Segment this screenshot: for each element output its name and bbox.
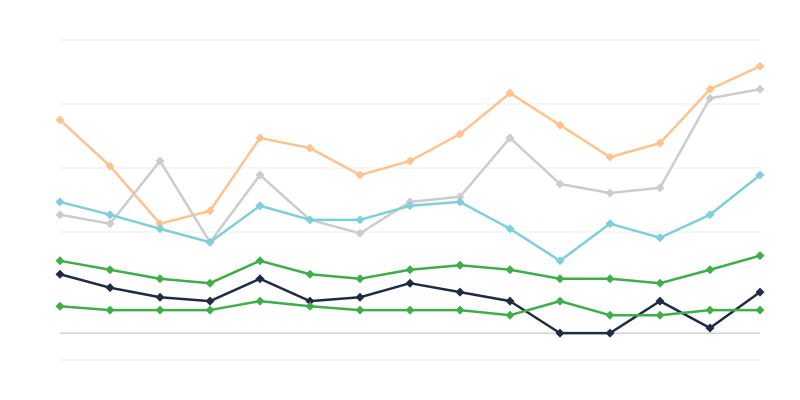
point — [105, 283, 115, 293]
point — [105, 210, 115, 220]
point — [55, 256, 65, 266]
point — [205, 237, 215, 247]
point — [355, 292, 365, 302]
point — [305, 296, 315, 306]
point — [305, 269, 315, 279]
point — [355, 215, 365, 225]
point — [755, 305, 765, 315]
point — [355, 170, 365, 180]
point — [255, 133, 265, 143]
point — [155, 156, 165, 166]
point — [555, 274, 565, 284]
series-line — [59, 88, 761, 244]
point — [505, 224, 515, 234]
point — [255, 170, 265, 180]
point — [405, 305, 415, 315]
point — [455, 260, 465, 270]
point — [655, 233, 665, 243]
point — [555, 328, 565, 338]
point — [105, 305, 115, 315]
point — [205, 296, 215, 306]
point — [705, 323, 715, 333]
point — [155, 305, 165, 315]
point — [455, 287, 465, 297]
point — [55, 301, 65, 311]
point — [255, 274, 265, 284]
point — [55, 210, 65, 220]
point — [505, 296, 515, 306]
point — [155, 224, 165, 234]
point — [155, 292, 165, 302]
point — [255, 256, 265, 266]
point — [555, 256, 565, 266]
point — [655, 138, 665, 148]
point — [55, 269, 65, 279]
point — [555, 179, 565, 189]
point — [555, 120, 565, 130]
point — [205, 206, 215, 216]
point — [505, 310, 515, 320]
point — [605, 188, 615, 198]
point — [205, 305, 215, 315]
point — [755, 251, 765, 261]
point — [255, 201, 265, 211]
point — [705, 84, 715, 94]
point — [55, 115, 65, 125]
point — [655, 310, 665, 320]
point — [305, 215, 315, 225]
point — [655, 296, 665, 306]
point — [355, 274, 365, 284]
point — [705, 265, 715, 275]
point — [605, 152, 615, 162]
point — [455, 129, 465, 139]
point — [655, 278, 665, 288]
point — [105, 161, 115, 171]
point — [505, 133, 515, 143]
point — [555, 296, 565, 306]
point — [755, 287, 765, 297]
point — [255, 296, 265, 306]
point — [55, 197, 65, 207]
point — [605, 219, 615, 229]
point — [405, 156, 415, 166]
point — [505, 265, 515, 275]
point — [355, 228, 365, 238]
point — [605, 274, 615, 284]
point — [705, 93, 715, 103]
point — [105, 265, 115, 275]
point — [755, 170, 765, 180]
point — [155, 219, 165, 229]
point — [455, 197, 465, 207]
point — [405, 265, 415, 275]
point — [755, 61, 765, 71]
point — [405, 278, 415, 288]
point — [205, 278, 215, 288]
point — [455, 305, 465, 315]
point — [705, 210, 715, 220]
point — [405, 201, 415, 211]
point — [605, 310, 615, 320]
point — [455, 192, 465, 202]
point — [305, 301, 315, 311]
point — [605, 328, 615, 338]
point — [155, 274, 165, 284]
point — [505, 88, 515, 98]
point — [355, 305, 365, 315]
point — [655, 183, 665, 193]
point — [705, 305, 715, 315]
point — [305, 143, 315, 153]
point — [105, 219, 115, 229]
point — [755, 84, 765, 94]
